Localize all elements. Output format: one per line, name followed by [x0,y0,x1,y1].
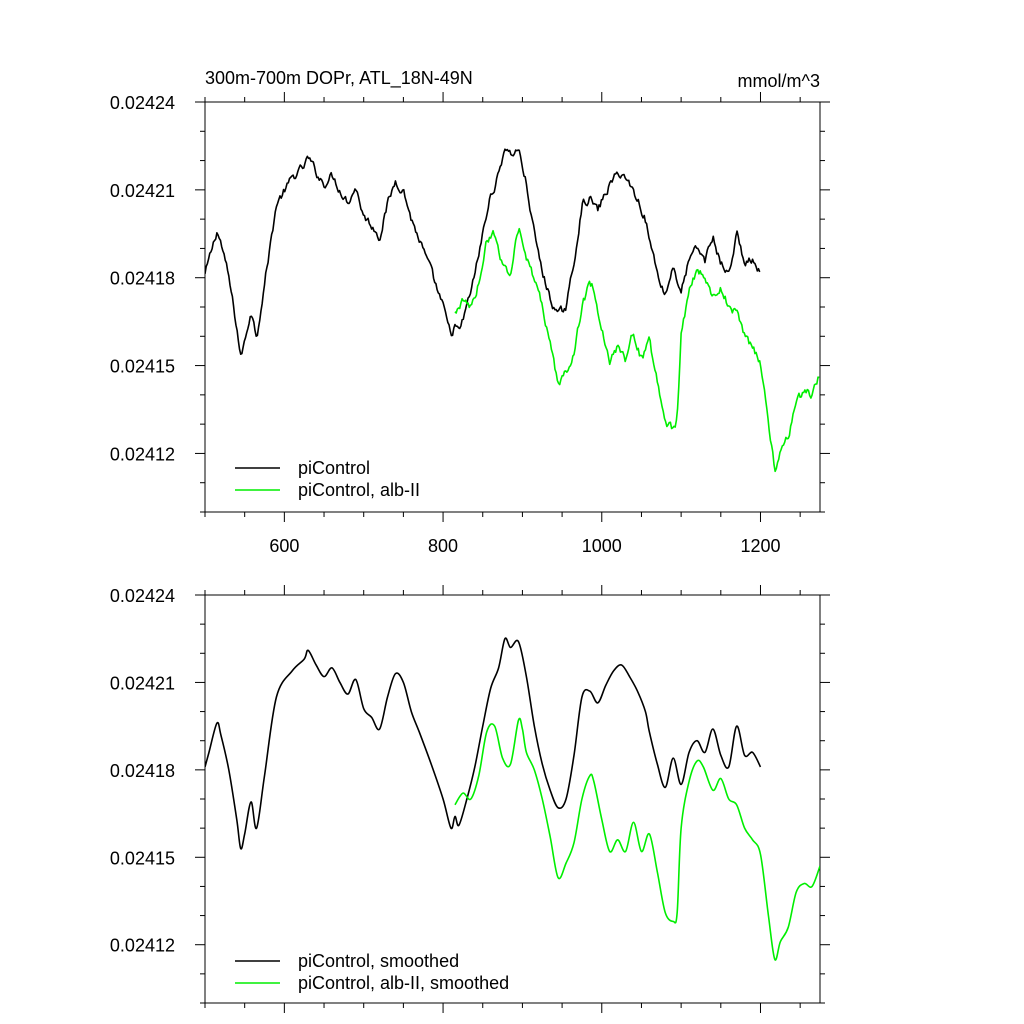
legend-label: piControl, smoothed [298,951,459,971]
legend-label: piControl, alb-II [298,480,420,500]
y-tick-label: 0.02424 [110,93,175,113]
series-line-0 [205,637,762,850]
y-tick-label: 0.02415 [110,357,175,377]
top-panel: 600 800 1000 1200 0.02412 0.02415 0.02418 0.024… [110,92,830,556]
y-tick-label: 0.02415 [110,848,175,868]
series-line-0 [205,148,761,356]
series-line-1 [454,717,820,961]
y-tick-label: 0.02421 [110,181,175,201]
x-tick-label: 1200 [740,536,780,556]
y-tick-label: 0.02418 [110,761,175,781]
legend-label: piControl [298,458,370,478]
x-tick-label: 1000 [582,536,622,556]
units-label: mmol/m^3 [738,71,820,91]
legend-label: piControl, alb-II, smoothed [298,973,509,993]
x-tick-label: 600 [269,536,299,556]
y-tick-label: 0.02412 [110,444,175,464]
x-tick-label: 800 [428,536,458,556]
plot-frame [204,101,821,513]
y-tick-label: 0.02412 [110,936,175,956]
series-line-1 [454,227,820,473]
y-tick-label: 0.02421 [110,673,175,693]
y-tick-label: 0.02424 [110,586,175,606]
y-tick-label: 0.02418 [110,269,175,289]
chart-title: 300m-700m DOPr, ATL_18N-49N [205,68,473,89]
bottom-panel: 0.02412 0.02415 0.02418 0.02421 0.02424 piCon… [110,585,830,1013]
plot-frame [204,594,821,1004]
